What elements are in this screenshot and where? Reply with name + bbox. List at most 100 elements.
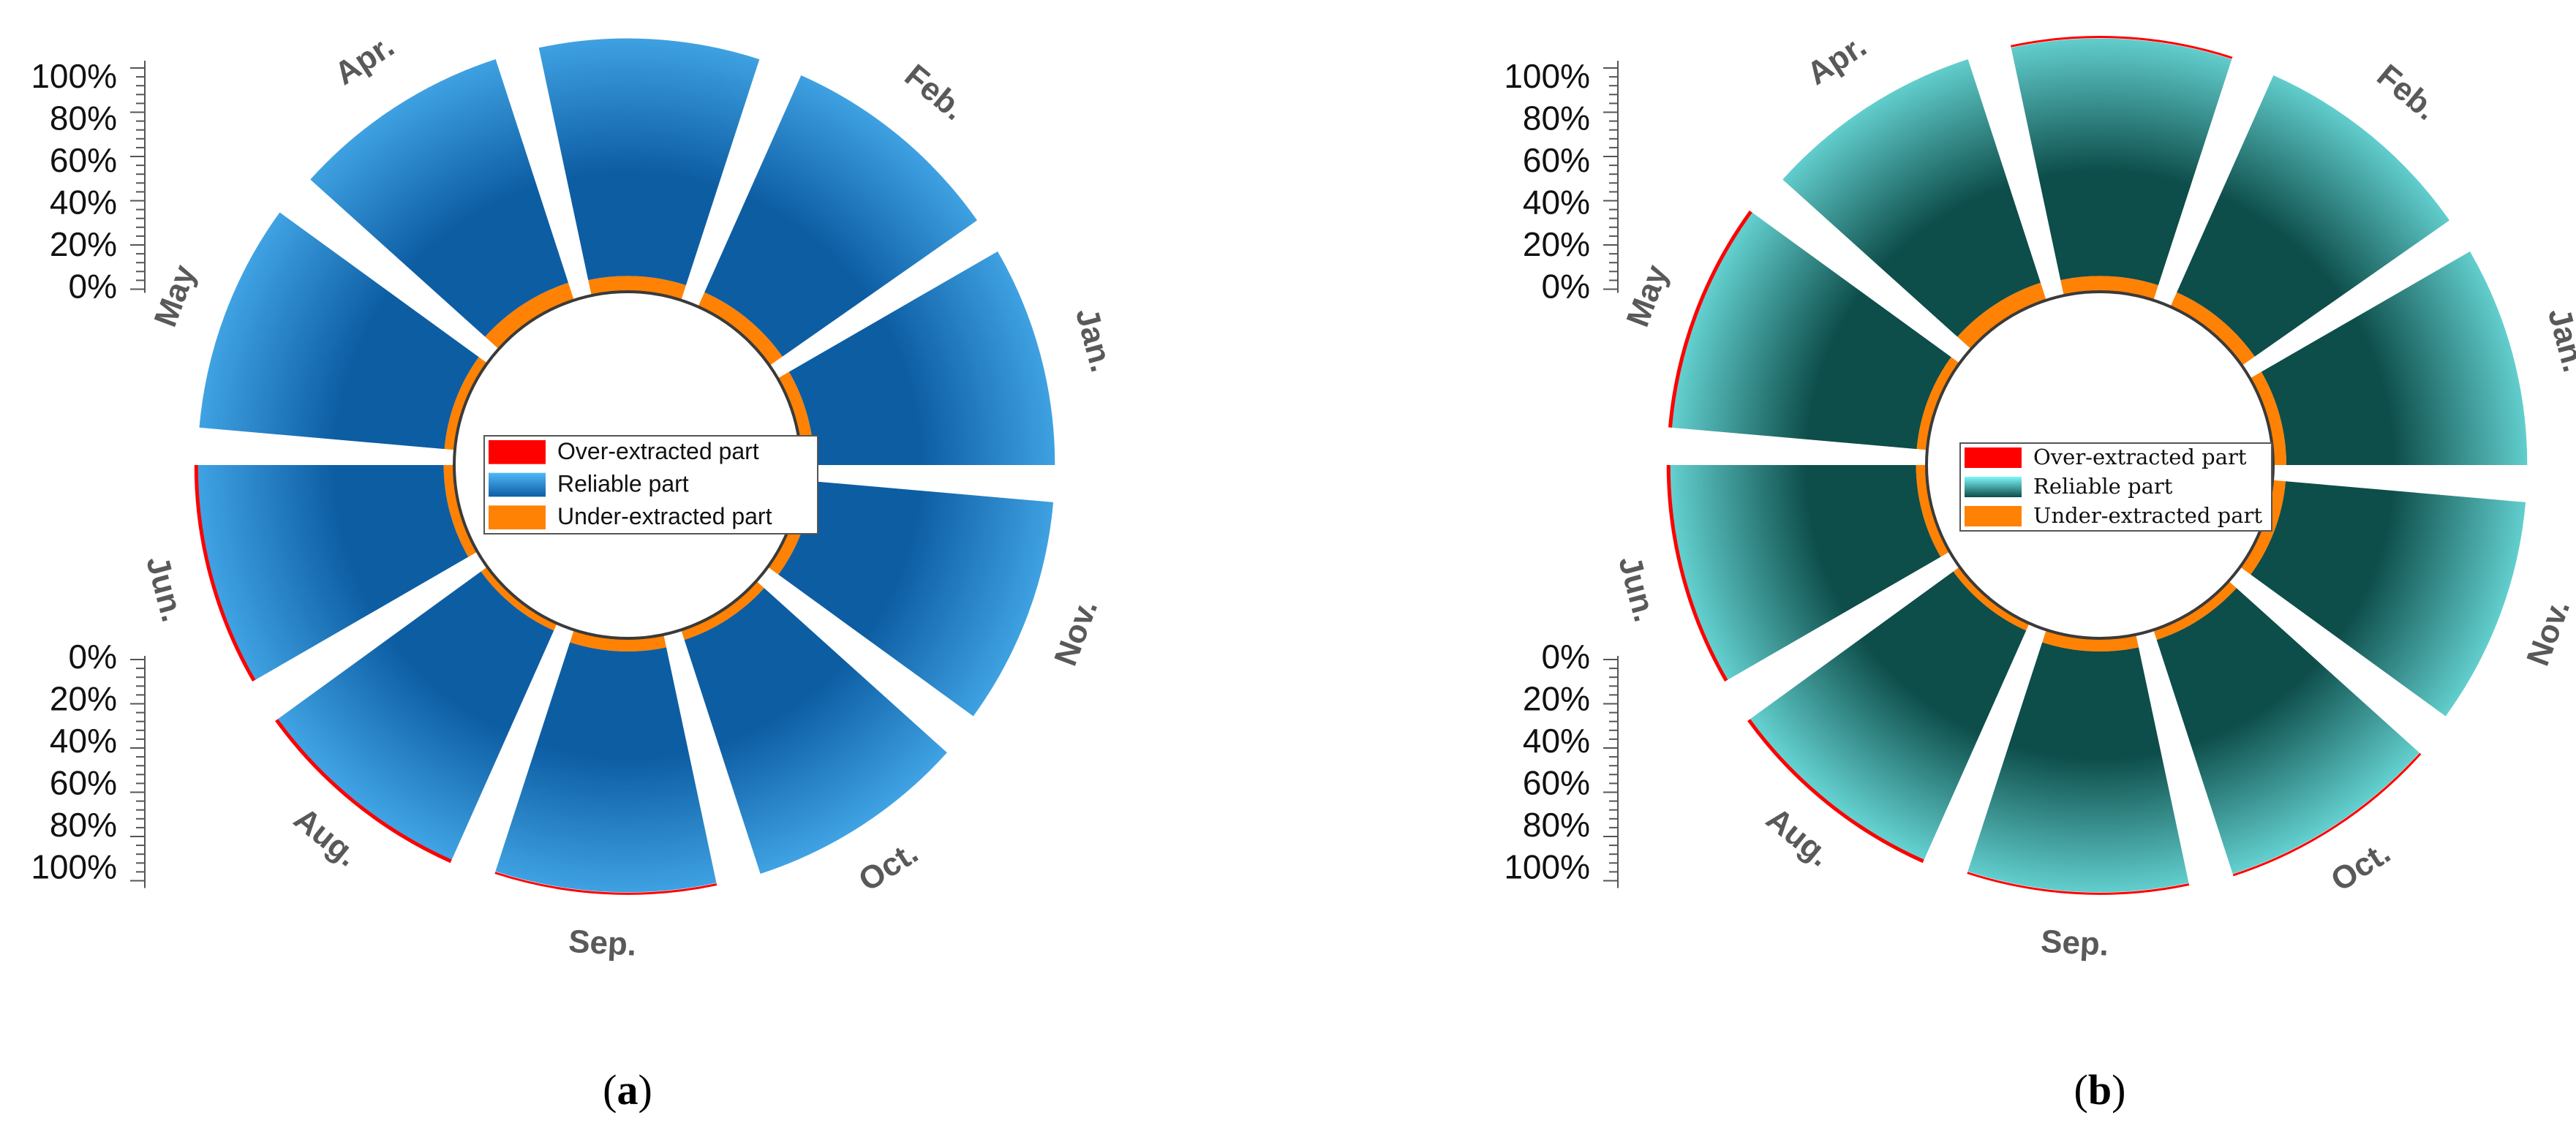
reliable-bar xyxy=(1782,58,2041,337)
legend-swatch xyxy=(1965,506,2022,526)
tick-label: 20% xyxy=(1523,680,1590,718)
scale-axis: 100%80%60%40%20%0%0%20%40%60%80%100% xyxy=(31,57,146,888)
tick-label: 60% xyxy=(50,764,117,802)
legend-swatch xyxy=(489,440,546,464)
over-extracted-bar xyxy=(275,719,452,864)
reliable-bar xyxy=(788,251,1055,465)
month-label: Feb. xyxy=(2370,58,2444,127)
tick-label: 60% xyxy=(1523,141,1590,179)
over-extracted-bar xyxy=(1967,872,2190,895)
over-extracted-bar xyxy=(494,872,718,895)
month-label: Nov. xyxy=(2520,595,2576,671)
reliable-bar xyxy=(704,75,977,357)
tick-label: 80% xyxy=(1523,99,1590,137)
month-label: Jun. xyxy=(1611,552,1663,625)
month-label: Aug. xyxy=(1760,801,1838,874)
month-label: Mar. xyxy=(619,0,685,2)
tick-label: 100% xyxy=(1504,57,1590,95)
over-extracted-bar xyxy=(2232,752,2422,877)
tick-label: 40% xyxy=(1523,184,1590,222)
month-label: Mar. xyxy=(2092,0,2158,2)
tick-label: 0% xyxy=(69,268,117,306)
legend-swatch xyxy=(489,472,546,497)
legend-label: Under-extracted part xyxy=(2033,503,2262,528)
month-label: Nov. xyxy=(1047,595,1104,671)
month-label: Jan. xyxy=(1069,304,1120,376)
tick-label: 0% xyxy=(1542,638,1590,676)
over-extracted-bar xyxy=(2010,36,2233,59)
legend-label: Reliable part xyxy=(557,470,689,496)
reliable-bar xyxy=(2251,481,2526,717)
month-label: Oct. xyxy=(852,834,924,899)
legend-swatch xyxy=(1965,447,2022,468)
reliable-bar xyxy=(2011,38,2232,286)
tick-label: 100% xyxy=(1504,848,1590,886)
tick-label: 80% xyxy=(1523,806,1590,844)
month-label: Apr. xyxy=(1801,28,1872,92)
tick-label: 0% xyxy=(69,638,117,676)
tick-label: 60% xyxy=(50,141,117,179)
tick-label: 40% xyxy=(1523,722,1590,760)
legend-label: Reliable part xyxy=(2033,474,2173,499)
over-extracted-bar xyxy=(1668,210,1752,428)
tick-label: 100% xyxy=(31,848,117,886)
reliable-bar xyxy=(277,571,554,861)
over-extracted-bar xyxy=(194,464,256,682)
month-label: Sep. xyxy=(2040,923,2109,963)
under-extracted-bar xyxy=(485,282,574,350)
tick-label: 60% xyxy=(1523,764,1590,802)
under-extracted-bar xyxy=(698,292,783,366)
panel-label: (b) xyxy=(2074,1066,2126,1114)
under-extracted-bar xyxy=(2170,292,2255,366)
reliable-bar xyxy=(538,38,760,286)
month-label: Jan. xyxy=(2541,304,2576,376)
legend-swatch xyxy=(489,505,546,529)
reliable-bar xyxy=(2156,588,2419,875)
legend: Over-extracted part Reliable part Under-ex… xyxy=(483,435,818,534)
scale-axis: 100%80%60%40%20%0%0%20%40%60%80%100% xyxy=(1504,57,1619,888)
reliable-bar xyxy=(1671,212,1951,450)
panel-label: (a) xyxy=(603,1066,652,1114)
legend: Over-extracted part Reliable part Under-ex… xyxy=(1959,442,2272,532)
legend-label: Over-extracted part xyxy=(557,438,759,464)
reliable-bar xyxy=(2177,75,2449,357)
reliable-bar xyxy=(1967,642,2189,893)
under-extracted-bar xyxy=(444,357,488,450)
tick-label: 20% xyxy=(50,225,117,263)
tick-label: 40% xyxy=(50,184,117,222)
over-extracted-bar xyxy=(1747,719,1924,864)
month-label: Jun. xyxy=(139,552,191,625)
legend-label: Over-extracted part xyxy=(2033,445,2247,469)
tick-label: 0% xyxy=(1542,268,1590,306)
tick-label: 40% xyxy=(50,722,117,760)
reliable-bar xyxy=(199,212,479,450)
tick-label: 20% xyxy=(50,680,117,718)
month-label: Aug. xyxy=(287,801,366,874)
legend-swatch xyxy=(1965,477,2022,497)
radial-chart-a: Jan. Feb. Mar. Apr. May Jun. Aug. Sep. Oct. Nov. 1… xyxy=(31,0,1120,1114)
over-extracted-bar xyxy=(1666,464,1728,682)
under-extracted-bar xyxy=(1957,282,2046,350)
reliable-bar xyxy=(2261,251,2528,465)
tick-label: 100% xyxy=(31,57,117,95)
month-label: May xyxy=(1619,260,1675,332)
tick-label: 80% xyxy=(50,99,117,137)
month-label: Feb. xyxy=(898,58,972,127)
legend-label: Under-extracted part xyxy=(557,503,772,529)
month-label: Sep. xyxy=(568,923,637,963)
reliable-bar xyxy=(310,58,568,337)
month-label: Oct. xyxy=(2324,834,2396,899)
tick-label: 20% xyxy=(1523,225,1590,263)
under-extracted-bar xyxy=(1916,465,1950,557)
tick-label: 80% xyxy=(50,806,117,844)
reliable-bar xyxy=(778,481,1054,717)
month-label: Apr. xyxy=(328,28,400,92)
under-extracted-bar xyxy=(1916,357,1960,450)
reliable-bar xyxy=(1750,571,2027,861)
reliable-bar xyxy=(495,642,717,893)
reliable-bar xyxy=(197,465,469,680)
reliable-bar xyxy=(1670,465,1941,680)
under-extracted-bar xyxy=(443,465,478,557)
month-label: May xyxy=(147,260,203,332)
radial-chart-b: Jan. Feb. Mar. Apr. May Jun. Aug. Sep. Oct. Nov. 1… xyxy=(1504,0,2576,1114)
